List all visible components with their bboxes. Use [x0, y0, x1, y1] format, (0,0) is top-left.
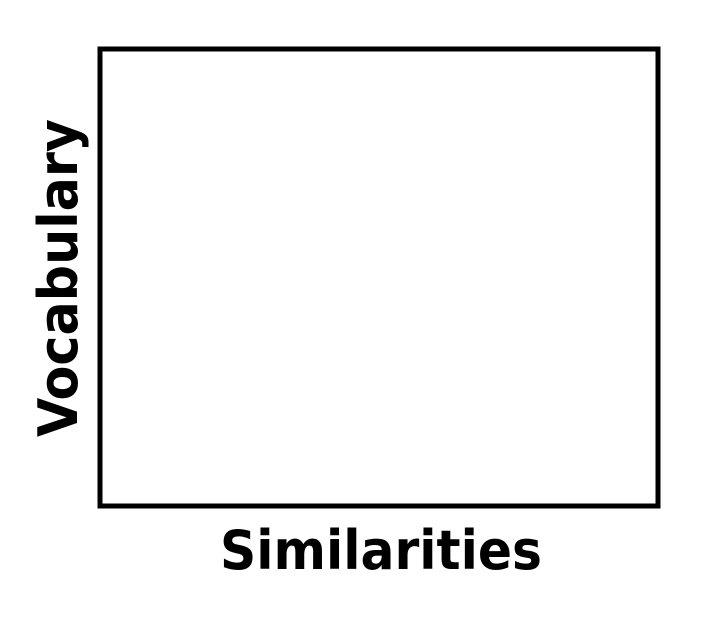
- x-axis-label: Similarities: [220, 519, 542, 582]
- plot-frame: [97, 46, 661, 509]
- y-axis-label: Vocabulary: [27, 119, 90, 437]
